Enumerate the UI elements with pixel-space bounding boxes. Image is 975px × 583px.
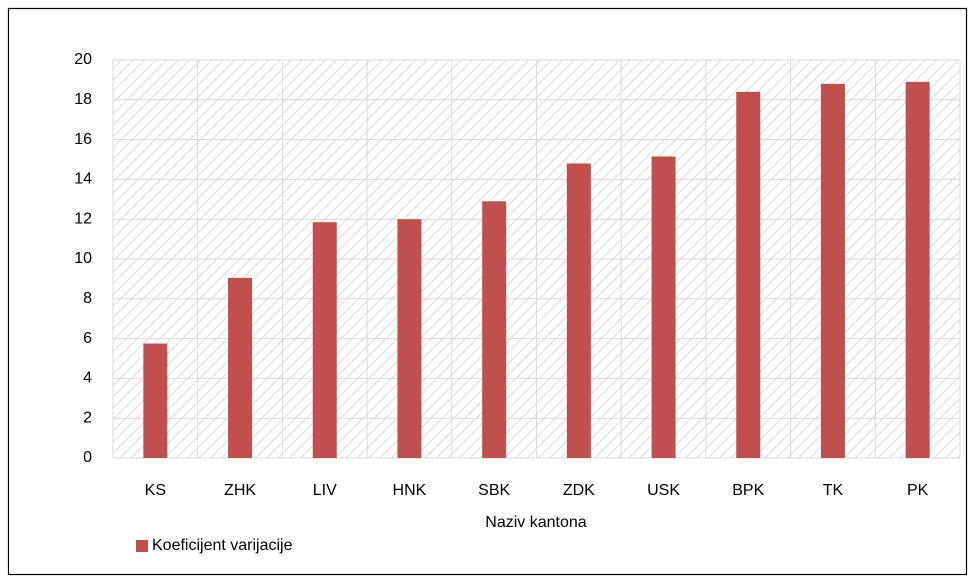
x-tick-label: BPK xyxy=(732,482,764,499)
bar xyxy=(566,163,591,459)
bars xyxy=(143,81,930,459)
x-tick-label: HNK xyxy=(393,482,427,499)
bar xyxy=(397,219,422,458)
x-tick-label: PK xyxy=(907,482,929,499)
bar xyxy=(905,81,930,458)
y-tick-label: 0 xyxy=(83,449,92,466)
legend-label: Koeficijent varijacije xyxy=(152,537,293,554)
bar xyxy=(482,201,507,459)
grid xyxy=(112,59,961,459)
x-tick-label: LIV xyxy=(313,482,337,499)
y-tick-label: 2 xyxy=(83,409,92,426)
x-axis-title: Naziv kantona xyxy=(485,514,586,531)
y-tick-label: 16 xyxy=(74,131,92,148)
bar xyxy=(228,277,253,458)
y-tick-label: 18 xyxy=(74,91,92,108)
x-tick-label: USK xyxy=(647,482,680,499)
legend-swatch xyxy=(136,540,148,552)
x-tick-label: ZHK xyxy=(224,482,256,499)
bar xyxy=(651,156,676,458)
y-tick-label: 10 xyxy=(74,250,92,267)
x-tick-label: TK xyxy=(823,482,844,499)
x-tick-label: KS xyxy=(145,482,166,499)
y-tick-label: 14 xyxy=(74,171,92,188)
x-tick-label: SBK xyxy=(478,482,510,499)
bar xyxy=(143,343,168,458)
bar xyxy=(736,91,761,458)
y-tick-label: 12 xyxy=(74,210,92,227)
y-tick-label: 6 xyxy=(83,330,92,347)
bar xyxy=(312,222,337,458)
y-tick-label: 8 xyxy=(83,290,92,307)
y-tick-label: 4 xyxy=(83,370,92,387)
y-tick-label: 20 xyxy=(74,51,92,68)
bar xyxy=(820,83,845,458)
x-tick-label: ZDK xyxy=(563,482,595,499)
